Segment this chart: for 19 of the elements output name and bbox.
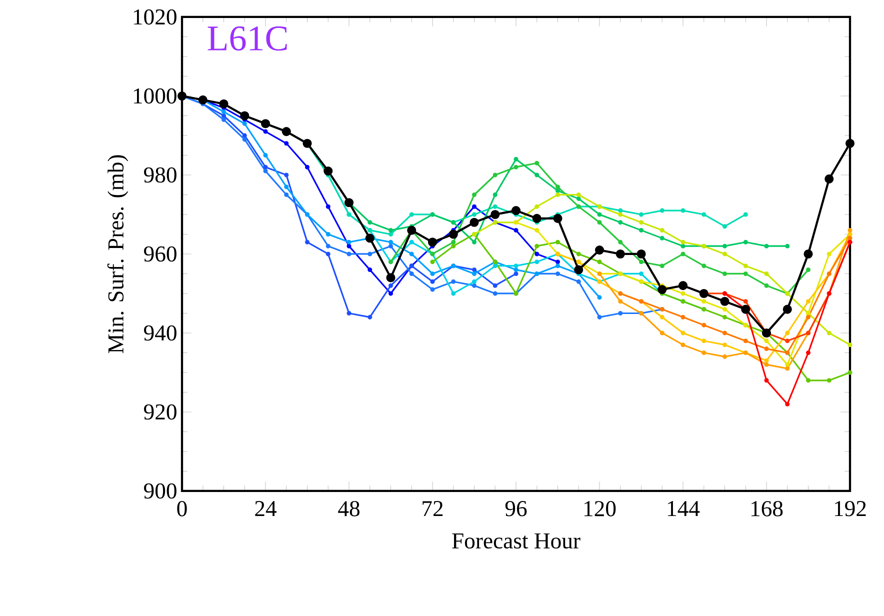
x-tick-label: 0 [177, 501, 187, 516]
x-tick-label: 48 [338, 501, 360, 516]
x-tick-label: 24 [255, 501, 276, 516]
x-tick-label: 168 [751, 501, 783, 516]
x-tick-label: 72 [422, 501, 443, 516]
x-axis-title: Forecast Hour [452, 533, 580, 549]
x-tick-label: 192 [834, 501, 866, 516]
y-tick-label: 960 [144, 246, 176, 262]
y-tick-label: 1020 [134, 9, 176, 25]
x-tick-label: 120 [584, 501, 616, 516]
y-tick-label: 940 [144, 325, 176, 341]
y-tick-label: 920 [144, 404, 176, 420]
y-tick-label: 1000 [134, 88, 176, 104]
x-tick-label: 144 [668, 501, 700, 516]
annotation: L61C [208, 26, 287, 51]
y-axis-title: Min. Surf. Pres. (mb) [107, 155, 128, 354]
x-tick-label: 96 [505, 501, 527, 516]
y-tick-label: 900 [144, 483, 176, 499]
y-tick-label: 980 [144, 167, 176, 183]
